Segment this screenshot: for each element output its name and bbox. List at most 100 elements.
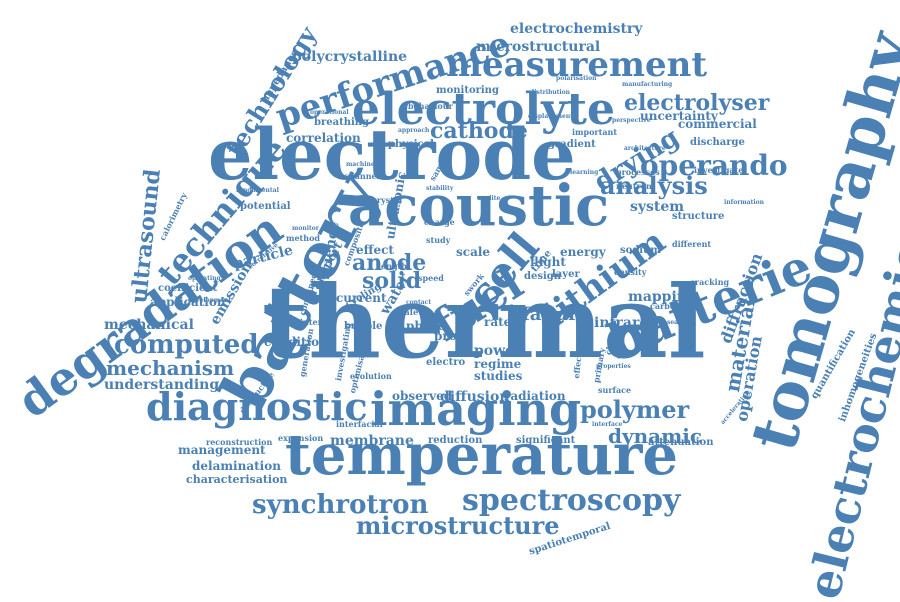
- cloud-word-failure: failure: [522, 304, 590, 325]
- cloud-word-displacement: displacement: [528, 113, 573, 120]
- cloud-word-monitoring: monitoring: [436, 85, 499, 96]
- cloud-word-operando: operando: [640, 149, 788, 182]
- cloud-word-flow: flow: [508, 303, 527, 313]
- cloud-word-speed: speed: [418, 273, 444, 283]
- cloud-word-surface: surface: [598, 385, 632, 395]
- cloud-word-physical: physical: [388, 139, 434, 150]
- cloud-word-stability: stability: [426, 185, 454, 192]
- cloud-word-understanding: understanding: [104, 377, 220, 393]
- cloud-word-system: system: [630, 199, 685, 215]
- cloud-word-method: method: [286, 233, 320, 243]
- cloud-word-scale: scale: [456, 245, 491, 259]
- cloud-word-structure: structure: [672, 211, 725, 222]
- cloud-word-study: study: [426, 235, 451, 245]
- cloud-word-operational: operational: [310, 109, 349, 116]
- cloud-word-gradient: gradient: [548, 139, 596, 150]
- cloud-word-operating: operating: [188, 275, 221, 282]
- cloud-word-design: design: [524, 271, 562, 282]
- cloud-word-electrode: electrode: [208, 113, 576, 196]
- cloud-word-delamination: delamination: [192, 459, 281, 473]
- cloud-word-energy: energy: [560, 245, 606, 259]
- cloud-word-uncertainty: uncertainty: [640, 109, 718, 123]
- cloud-word-interfacial: interfacial: [336, 419, 383, 429]
- cloud-word-regime: regime: [474, 357, 522, 371]
- cloud-word-cathode: cathode: [430, 118, 528, 144]
- cloud-word-discharge: discharge: [690, 137, 745, 148]
- cloud-word-channel: channel: [344, 171, 380, 181]
- cloud-word-manufacturing: manufacturing: [622, 81, 673, 88]
- cloud-word-potential: potential: [240, 201, 291, 212]
- cloud-word-power: power: [474, 343, 522, 359]
- cloud-word-acoustic: acoustic: [348, 173, 610, 239]
- cloud-word-breathing: breathing: [314, 117, 370, 128]
- cloud-word-reconstruction: reconstruction: [206, 437, 273, 447]
- cloud-word-electrolyser: electrolyser: [624, 90, 770, 116]
- cloud-word-layer: layer: [552, 269, 580, 280]
- cloud-word-polymer: polymer: [580, 395, 690, 424]
- cloud-word-interface: interface: [592, 421, 623, 428]
- cloud-word-diagnostic: diagnostic: [146, 384, 368, 429]
- cloud-word-perspective: perspective: [612, 117, 651, 124]
- cloud-word-spectroscopy: spectroscopy: [462, 483, 681, 518]
- cloud-word-important: important: [572, 127, 618, 137]
- cloud-word-phase: phase: [406, 319, 446, 333]
- cloud-word-thermal: thermal: [262, 263, 706, 381]
- cloud-word-crystal: crystal: [372, 195, 403, 205]
- cloud-word-mechanical: mechanical: [104, 317, 194, 333]
- cloud-word-membrane: membrane: [330, 433, 414, 449]
- cloud-word-imaging: imaging: [370, 382, 582, 436]
- cloud-word-machine: machine: [346, 161, 375, 168]
- cloud-word-polycrystalline: polycrystalline: [292, 49, 408, 65]
- cloud-word-cracking: cracking: [690, 277, 730, 287]
- cloud-word-reduction: reduction: [428, 435, 483, 446]
- cloud-word-research: research: [660, 319, 690, 326]
- cloud-word-observed: observed: [392, 389, 453, 403]
- cloud-word-polarisation: polarisation: [556, 75, 597, 82]
- cloud-word-contact: contact: [406, 299, 432, 306]
- cloud-word-carbon: carbon: [650, 301, 682, 311]
- cloud-word-neutron: neutron: [616, 181, 652, 191]
- cloud-word-fundamental: fundamental: [236, 187, 279, 194]
- cloud-word-mapping: mapping: [628, 289, 697, 305]
- cloud-word-infrared: infrared: [594, 315, 659, 331]
- cloud-word-length: length: [378, 261, 408, 271]
- cloud-word-anode: anode: [352, 250, 427, 276]
- cloud-word-flight: flight: [530, 255, 566, 269]
- cloud-word-mechanism: mechanism: [106, 356, 235, 380]
- cloud-word-application: application: [150, 295, 226, 309]
- cloud-word-monitor: monitor: [292, 225, 319, 232]
- cloud-word-rate: rate: [484, 315, 512, 329]
- cloud-word-management: management: [178, 443, 266, 457]
- cloud-word-effect: effect: [356, 243, 394, 257]
- cloud-word-zeolite: zeolite: [478, 195, 501, 202]
- cloud-word-investigate: investigate: [694, 165, 744, 175]
- cloud-word-radiation: radiation: [504, 389, 566, 403]
- cloud-word-sodium: sodium: [620, 245, 661, 256]
- cloud-word-development: development: [188, 297, 232, 304]
- cloud-word-electro: electro: [426, 357, 466, 368]
- cloud-word-dynamic: dynamic: [608, 424, 703, 448]
- cloud-word-electrolyte: electrolyte: [352, 84, 615, 135]
- cloud-word-evolution: evolution: [350, 371, 392, 381]
- cloud-word-safety: safety: [400, 307, 427, 317]
- cloud-word-significant: significant: [516, 435, 576, 446]
- cloud-word-studies: studies: [474, 369, 523, 383]
- cloud-word-attenuation: attenuation: [648, 437, 714, 448]
- cloud-word-properties: properties: [596, 363, 631, 370]
- cloud-word-computed: computed: [114, 330, 259, 360]
- cloud-word-correlation: correlation: [286, 131, 361, 145]
- cloud-word-characterisation: characterisation: [186, 473, 288, 486]
- cloud-word-condition: condition: [264, 335, 328, 349]
- cloud-word-microstructural: microstructural: [476, 39, 601, 55]
- cloud-word-approach: approach: [398, 127, 430, 134]
- cloud-word-density: density: [614, 267, 647, 277]
- cloud-word-processes: processes: [616, 167, 660, 177]
- cloud-word-expansion: expansion: [278, 433, 324, 443]
- cloud-word-bubble: bubble: [344, 321, 383, 332]
- cloud-word-electrochemistry: electrochemistry: [510, 21, 643, 37]
- cloud-word-coefficient: coefficient: [158, 283, 218, 294]
- cloud-word-microstructure: microstructure: [356, 511, 560, 540]
- cloud-word-analysis: analysis: [600, 171, 708, 200]
- cloud-word-distribution: distribution: [530, 89, 571, 96]
